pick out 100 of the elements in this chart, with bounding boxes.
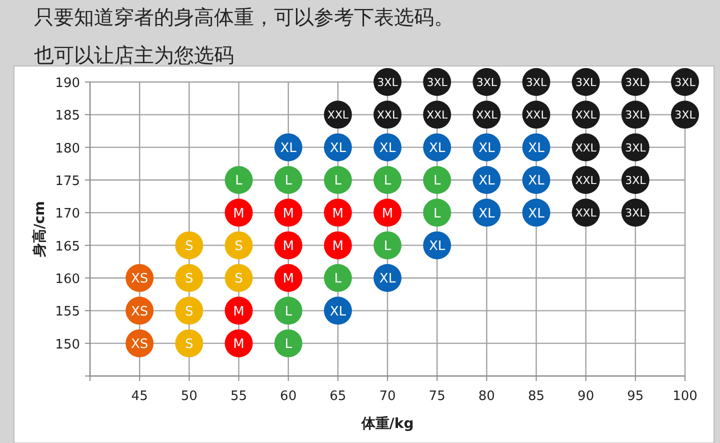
text: S — [185, 272, 194, 287]
text: S — [185, 304, 194, 320]
x-tick-label: 85 — [528, 389, 545, 404]
text: M — [382, 206, 394, 222]
point — [274, 329, 302, 358]
point — [224, 231, 253, 260]
text: 3XL — [377, 76, 398, 89]
text: XL — [528, 174, 544, 189]
text: XXL — [376, 108, 398, 122]
text: M — [332, 206, 344, 222]
y-tick-label: 165 — [55, 239, 80, 254]
text: XXL — [426, 108, 448, 122]
point — [374, 166, 402, 194]
text: L — [334, 272, 342, 287]
text: L — [433, 206, 441, 222]
title: 只要知道穿者的身高体重，可以参考下表选码。 — [34, 5, 454, 29]
series-label: 3XL — [625, 141, 647, 154]
text: 3XL — [575, 76, 596, 89]
text: XL — [429, 239, 446, 254]
text: L — [284, 304, 292, 320]
text: M — [282, 239, 294, 254]
y-tick-label: 190 — [55, 76, 80, 91]
series-label: L — [284, 337, 293, 352]
point — [224, 166, 253, 194]
text: S — [185, 239, 194, 254]
text: 3XL — [625, 76, 646, 89]
x-tick-label: 50 — [180, 389, 198, 404]
point — [175, 231, 204, 260]
text: M — [282, 272, 294, 287]
text: XL — [429, 141, 446, 156]
x-tick-label: 75 — [428, 389, 446, 404]
text: XXL — [526, 108, 547, 122]
text: XS — [130, 304, 148, 320]
series-label: S — [234, 239, 243, 254]
text: XXL — [476, 108, 498, 122]
point — [324, 264, 352, 292]
text: 3XL — [625, 174, 646, 187]
x-axis-title: 体重/kg — [360, 416, 414, 432]
point — [224, 264, 253, 292]
text: 3XL — [674, 76, 696, 89]
text: XL — [379, 141, 396, 156]
series-label: XS — [130, 337, 148, 352]
y-tick-label: 160 — [55, 272, 80, 287]
point — [274, 166, 302, 194]
series-label: XL — [280, 141, 298, 156]
text: M — [282, 206, 294, 222]
point — [423, 198, 452, 227]
series-label: M — [233, 337, 244, 352]
x-tick-label: 80 — [478, 389, 495, 404]
y-tick-label: 155 — [55, 304, 80, 320]
text: 3XL — [476, 76, 498, 89]
text: L — [284, 174, 292, 189]
point — [274, 296, 302, 325]
text: XL — [330, 141, 346, 156]
x-tick-label: 65 — [330, 389, 346, 404]
text: XL — [379, 272, 396, 287]
x-tick-label: 95 — [627, 389, 644, 404]
y-tick-label: 150 — [55, 337, 80, 352]
text: L — [384, 239, 392, 254]
y-tick-label: 170 — [55, 206, 80, 222]
text: M — [332, 239, 344, 254]
x-tick-label: 70 — [379, 389, 396, 404]
text: L — [334, 174, 342, 189]
point — [175, 264, 204, 292]
text: XXL — [575, 206, 596, 220]
point — [175, 296, 204, 325]
point — [374, 231, 402, 260]
text: 3XL — [674, 108, 696, 122]
y-tick-label: 180 — [55, 141, 80, 156]
point — [175, 329, 204, 358]
text: L — [235, 174, 242, 189]
text: L — [433, 174, 441, 189]
series-label: XXL — [575, 141, 598, 154]
text: XL — [330, 304, 346, 320]
text: 3XL — [625, 108, 646, 122]
y-tick-label: 185 — [55, 108, 80, 124]
text: M — [233, 304, 244, 320]
text: S — [185, 337, 194, 352]
text: M — [233, 206, 244, 222]
y-axis-title: 身高/cm — [31, 201, 48, 258]
text: 3XL — [526, 76, 547, 89]
point — [324, 166, 352, 194]
x-tick-label: 45 — [131, 389, 148, 404]
text: XS — [130, 272, 148, 287]
text: XL — [478, 206, 495, 222]
y-tick-label: 175 — [55, 174, 80, 189]
subtitle: 也可以让店主为您选码 — [34, 43, 234, 67]
text: L — [384, 174, 392, 189]
x-tick-label: 100 — [672, 389, 698, 404]
x-tick-label: 55 — [230, 389, 248, 404]
text: 3XL — [625, 206, 646, 220]
text: XL — [528, 141, 544, 156]
text: XL — [528, 206, 544, 222]
text: S — [234, 272, 243, 287]
text: XXL — [575, 108, 596, 122]
text: XXL — [327, 108, 349, 122]
text: XL — [478, 141, 495, 156]
text: 3XL — [426, 76, 448, 89]
text: XXL — [575, 174, 596, 187]
text: XL — [478, 174, 495, 189]
